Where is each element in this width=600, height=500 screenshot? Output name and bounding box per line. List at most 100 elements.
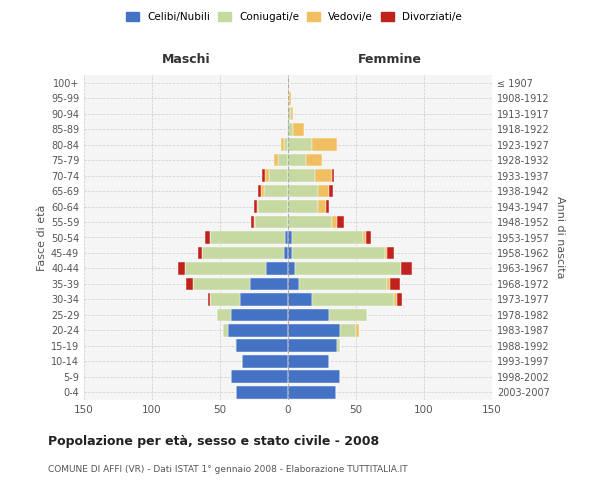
Bar (205, 231, 211, 244)
Bar (329, 308, 367, 321)
Bar (231, 370, 288, 383)
Bar (208, 293, 211, 306)
Bar (365, 231, 371, 244)
Bar (385, 246, 387, 260)
Bar (288, 278, 299, 290)
Bar (305, 154, 322, 166)
Bar (186, 278, 193, 290)
Bar (292, 231, 363, 244)
Bar (250, 278, 288, 290)
Bar (293, 123, 304, 136)
Bar (288, 123, 293, 136)
Bar (278, 154, 288, 166)
Bar (401, 262, 412, 275)
Bar (288, 200, 318, 213)
Legend: Celibi/Nubili, Coniugati/e, Vedovi/e, Divorziati/e: Celibi/Nubili, Coniugati/e, Vedovi/e, Di… (122, 8, 466, 26)
Bar (285, 231, 288, 244)
Bar (288, 324, 340, 336)
Bar (288, 386, 335, 398)
Bar (257, 200, 258, 213)
Bar (211, 293, 241, 306)
Bar (231, 308, 288, 321)
Bar (288, 216, 332, 228)
Bar (223, 324, 228, 336)
Bar (228, 324, 288, 336)
Bar (236, 386, 288, 398)
Bar (387, 246, 394, 260)
Bar (288, 184, 318, 198)
Bar (291, 108, 293, 120)
Bar (287, 123, 288, 136)
Bar (281, 138, 284, 151)
Bar (394, 293, 397, 306)
Bar (202, 246, 284, 260)
Bar (288, 76, 289, 89)
Bar (340, 324, 356, 336)
Text: Maschi: Maschi (161, 52, 211, 66)
Bar (284, 138, 288, 151)
Bar (288, 92, 289, 104)
Bar (318, 184, 329, 198)
Bar (337, 216, 344, 228)
Bar (236, 340, 288, 352)
Bar (356, 324, 359, 336)
Bar (288, 355, 329, 368)
Bar (387, 278, 390, 290)
Bar (269, 169, 288, 182)
Bar (288, 154, 305, 166)
Bar (292, 246, 385, 260)
Bar (288, 246, 292, 260)
Bar (262, 169, 265, 182)
Bar (241, 293, 288, 306)
Bar (288, 169, 315, 182)
Bar (315, 169, 332, 182)
Bar (313, 293, 394, 306)
Bar (265, 169, 269, 182)
Bar (288, 231, 292, 244)
Bar (266, 262, 288, 275)
Bar (363, 231, 365, 244)
Bar (242, 355, 288, 368)
Bar (274, 154, 278, 166)
Bar (178, 262, 185, 275)
Bar (235, 340, 236, 352)
Bar (211, 231, 285, 244)
Bar (318, 200, 326, 213)
Bar (332, 216, 337, 228)
Bar (337, 340, 340, 352)
Bar (198, 246, 202, 260)
Bar (288, 293, 313, 306)
Bar (313, 138, 337, 151)
Bar (251, 216, 254, 228)
Bar (329, 184, 333, 198)
Bar (288, 308, 329, 321)
Bar (254, 216, 256, 228)
Bar (397, 293, 402, 306)
Bar (390, 278, 400, 290)
Bar (258, 200, 288, 213)
Bar (254, 200, 257, 213)
Bar (332, 169, 334, 182)
Bar (295, 262, 401, 275)
Bar (288, 262, 295, 275)
Bar (288, 370, 340, 383)
Bar (217, 308, 231, 321)
Bar (193, 278, 250, 290)
Bar (326, 200, 329, 213)
Bar (261, 184, 263, 198)
Bar (185, 262, 266, 275)
Text: Popolazione per età, sesso e stato civile - 2008: Popolazione per età, sesso e stato civil… (48, 435, 379, 448)
Bar (289, 92, 291, 104)
Bar (256, 216, 288, 228)
Text: Femmine: Femmine (358, 52, 422, 66)
Bar (284, 246, 288, 260)
Bar (258, 184, 261, 198)
Text: COMUNE DI AFFI (VR) - Dati ISTAT 1° gennaio 2008 - Elaborazione TUTTITALIA.IT: COMUNE DI AFFI (VR) - Dati ISTAT 1° genn… (48, 465, 407, 474)
Bar (263, 184, 288, 198)
Bar (299, 278, 387, 290)
Y-axis label: Fasce di età: Fasce di età (37, 204, 47, 270)
Bar (288, 108, 291, 120)
Y-axis label: Anni di nascita: Anni di nascita (555, 196, 565, 279)
Bar (288, 340, 337, 352)
Bar (288, 138, 313, 151)
